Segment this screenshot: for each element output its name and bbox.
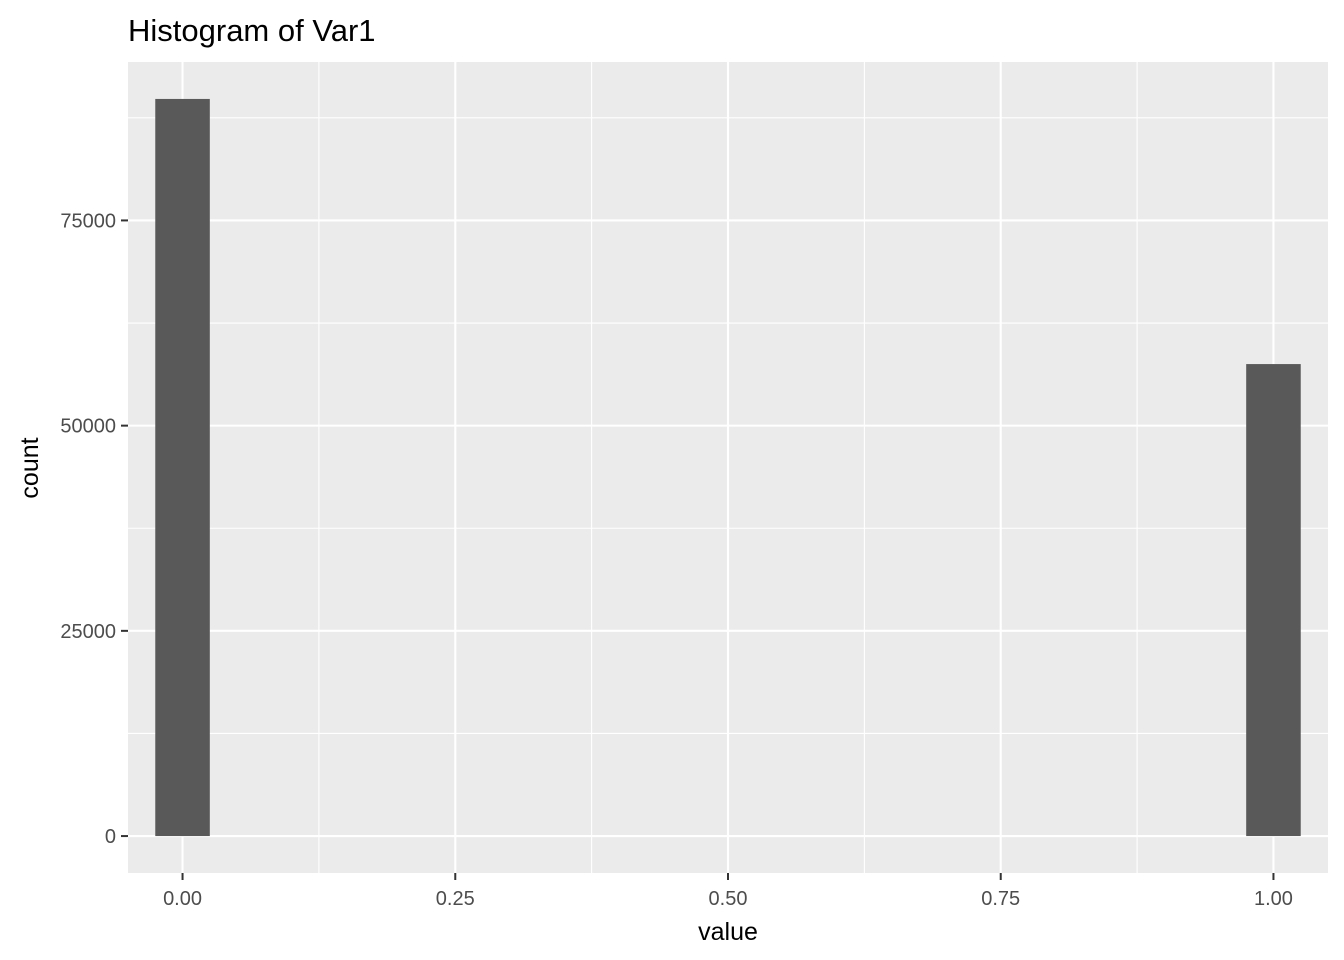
x-tick-label: 1.00 [1254,888,1293,910]
y-tick-label: 0 [105,826,116,848]
axes: 0.00 0.25 0.50 0.75 1.00 0 25000 50000 75000 [60,210,1293,910]
y-tick-label: 75000 [60,210,116,232]
y-axis-title: count [16,437,44,498]
histogram-bars [155,98,1301,837]
histogram-bar-0 [155,98,210,837]
histogram-bar-1 [1246,364,1301,837]
x-tick-label: 0.75 [981,888,1020,910]
x-axis-title: value [698,918,758,946]
y-tick-label: 25000 [60,621,116,643]
x-tick-label: 0.25 [436,888,475,910]
x-tick-label: 0.00 [163,888,202,910]
x-tick-label: 0.50 [709,888,748,910]
chart-title: Histogram of Var1 [128,13,376,48]
y-tick-label: 50000 [60,416,116,438]
